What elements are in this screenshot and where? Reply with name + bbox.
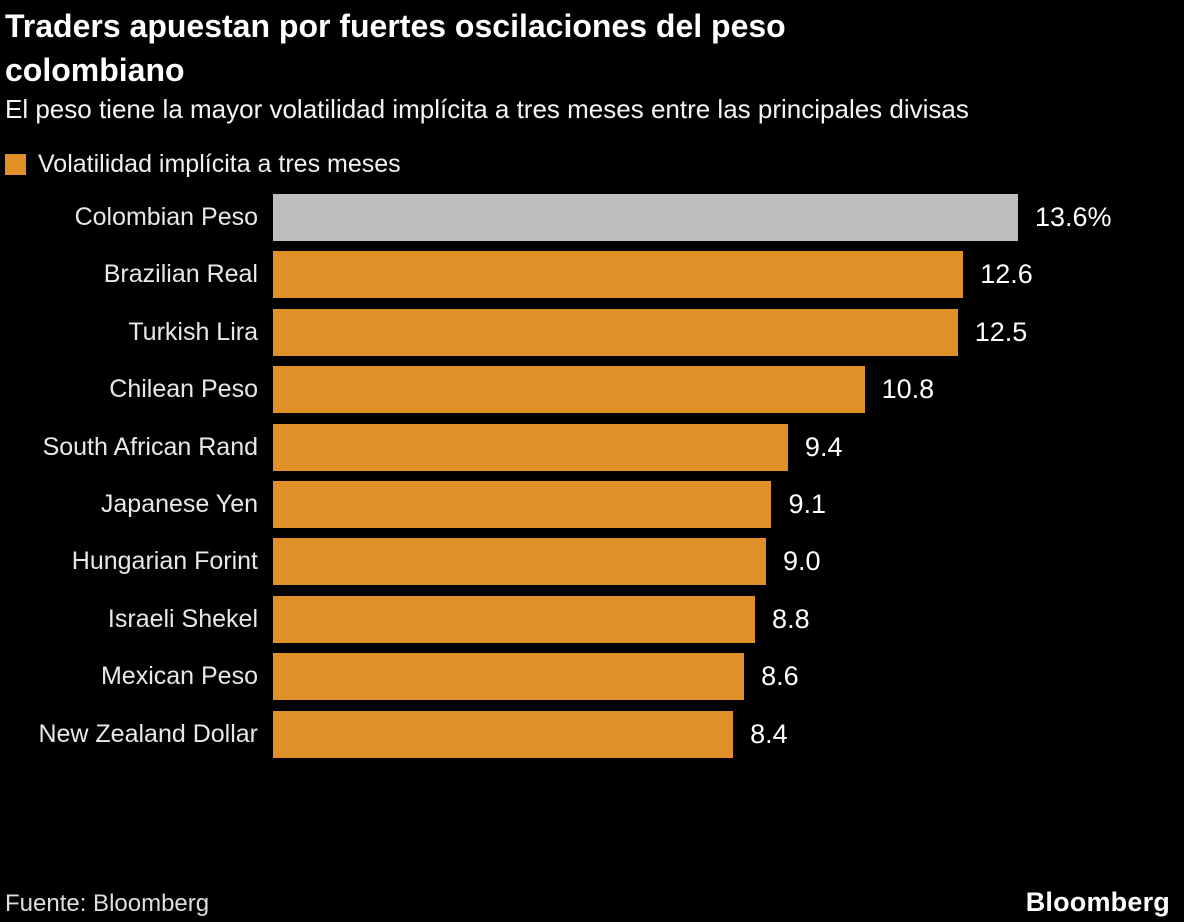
bar-row: Mexican Peso 8.6 [5, 653, 1184, 701]
bar-chart: Colombian Peso 13.6% Brazilian Real 12.6 Tur… [5, 194, 1184, 758]
bar-row: Japanese Yen 9.1 [5, 480, 1184, 528]
bar-row: Colombian Peso 13.6% [5, 194, 1184, 241]
bar-row: Chilean Peso 10.8 [5, 366, 1184, 414]
bar [273, 308, 958, 356]
value-label: 12.5 [974, 316, 1028, 347]
bar-track: 8.4 [273, 710, 1184, 758]
category-label: Israeli Shekel [107, 604, 258, 633]
bar-row: Brazilian Real 12.6 [5, 251, 1184, 299]
bar-row: South African Rand 9.4 [5, 423, 1184, 471]
category-label: Colombian Peso [74, 203, 258, 231]
bar [273, 194, 1018, 241]
bar-track: 9.0 [273, 538, 1184, 586]
bar-row: Israeli Shekel 8.8 [5, 595, 1184, 643]
category-label: Turkish Lira [128, 317, 258, 346]
bar-row: Turkish Lira 12.5 [5, 308, 1184, 356]
bar-track: 8.8 [273, 595, 1184, 643]
bar-row: New Zealand Dollar 8.4 [5, 710, 1184, 758]
bar [273, 251, 964, 299]
category-label: Hungarian Forint [71, 547, 258, 576]
value-label: 9.0 [783, 546, 821, 577]
bar [273, 480, 772, 528]
value-label: 9.1 [788, 488, 827, 519]
category-label: Japanese Yen [100, 489, 258, 518]
bar-track: 13.6% [273, 194, 1184, 241]
bar-track: 9.1 [273, 480, 1184, 528]
chart-subtitle: El peso tiene la mayor volatilidad implí… [5, 94, 969, 124]
value-label: 13.6% [1035, 202, 1112, 232]
value-label: 8.6 [761, 661, 799, 692]
bar [273, 653, 745, 701]
value-label: 8.8 [772, 603, 810, 634]
legend-swatch-icon [5, 153, 26, 175]
bar [273, 423, 788, 471]
bar-track: 8.6 [273, 653, 1184, 701]
value-label: 12.6 [980, 259, 1033, 290]
bar [273, 595, 756, 643]
bar [273, 538, 766, 586]
category-label: South African Rand [42, 432, 258, 461]
bar-track: 12.5 [273, 308, 1184, 356]
bloomberg-logo: Bloomberg [1025, 887, 1170, 917]
value-label: 8.4 [750, 718, 788, 749]
bar-track: 12.6 [273, 251, 1184, 299]
value-label: 10.8 [881, 374, 935, 405]
bar-track: 10.8 [273, 366, 1184, 414]
category-label: New Zealand Dollar [38, 719, 258, 748]
bar-row: Hungarian Forint 9.0 [5, 538, 1184, 586]
bar-track: 9.4 [273, 423, 1184, 471]
category-label: Brazilian Real [103, 260, 258, 289]
footer: Fuente: Bloomberg Bloomberg [0, 887, 1184, 920]
category-label: Mexican Peso [100, 662, 258, 691]
value-label: 9.4 [804, 431, 843, 462]
chart-title: Traders apuestan por fuertes oscilacione… [5, 8, 786, 88]
bar [273, 710, 734, 758]
legend: Volatilidad implícita a tres meses [5, 150, 1184, 178]
bar [273, 366, 865, 414]
legend-label: Volatilidad implícita a tres meses [38, 149, 401, 178]
category-label: Chilean Peso [109, 375, 258, 404]
source-note: Fuente: Bloomberg [5, 890, 210, 917]
